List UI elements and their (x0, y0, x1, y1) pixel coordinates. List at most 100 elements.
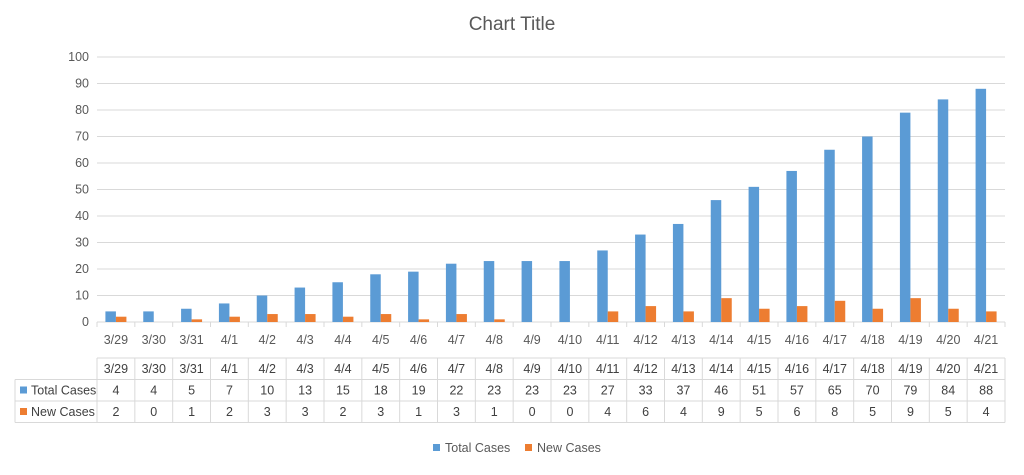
table-header-cell: 4/9 (523, 362, 540, 376)
table-value-cell: 65 (828, 384, 842, 398)
table-value-cell: 5 (945, 405, 952, 419)
table-value-cell: 23 (525, 384, 539, 398)
bar-total-cases (899, 112, 911, 323)
x-tick-label: 4/18 (860, 333, 884, 347)
table-value-cell: 13 (298, 384, 312, 398)
table-header-cell: 3/30 (142, 362, 166, 376)
bar-total-cases (105, 311, 116, 322)
bar-new-cases (796, 306, 808, 322)
table-header-cell: 4/11 (596, 362, 619, 376)
table-header-cell: 3/31 (179, 362, 203, 376)
table-value-cell: 51 (752, 384, 766, 398)
y-tick-label: 30 (75, 236, 89, 250)
table-row-label: New Cases (31, 405, 95, 419)
bar-new-cases (683, 311, 694, 322)
bar-total-cases (824, 149, 835, 322)
x-tick-label: 4/15 (747, 333, 771, 347)
table-header-cell: 4/8 (486, 362, 503, 376)
table-value-cell: 0 (529, 405, 536, 419)
x-tick-label: 4/11 (596, 333, 619, 347)
bar-new-cases (645, 306, 657, 322)
table-value-cell: 22 (449, 384, 463, 398)
y-tick-label: 10 (75, 289, 89, 303)
bar-total-cases (862, 136, 873, 322)
x-tick-label: 4/2 (259, 333, 276, 347)
bar-total-cases (975, 88, 987, 322)
bar-total-cases (786, 170, 797, 322)
x-tick-label: 4/19 (898, 333, 922, 347)
table-value-cell: 1 (188, 405, 195, 419)
table-value-cell: 4 (983, 405, 990, 419)
x-tick-label: 4/16 (785, 333, 809, 347)
bar-total-cases (635, 234, 646, 322)
table-value-cell: 10 (260, 384, 274, 398)
x-tick-label: 4/7 (448, 333, 465, 347)
y-tick-label: 80 (75, 103, 89, 117)
y-tick-label: 70 (75, 130, 89, 144)
table-value-cell: 0 (150, 405, 157, 419)
x-tick-label: 4/17 (823, 333, 847, 347)
x-tick-label: 4/10 (558, 333, 582, 347)
bar-new-cases (267, 314, 278, 322)
table-value-cell: 6 (793, 405, 800, 419)
x-tick-label: 4/3 (296, 333, 313, 347)
table-header-cell: 3/29 (104, 362, 128, 376)
table-value-cell: 84 (941, 384, 955, 398)
table-header-cell: 4/15 (747, 362, 771, 376)
x-tick-label: 4/9 (523, 333, 540, 347)
table-value-cell: 23 (487, 384, 501, 398)
bar-new-cases (342, 316, 354, 322)
bar-total-cases (559, 261, 570, 322)
bar-new-cases (229, 316, 240, 322)
table-value-cell: 9 (907, 405, 914, 419)
table-value-cell: 1 (491, 405, 498, 419)
legend-key-total-cases (433, 444, 440, 451)
x-tick-label: 3/31 (179, 333, 203, 347)
table-value-cell: 46 (714, 384, 728, 398)
bar-new-cases (721, 298, 732, 322)
table-value-cell: 5 (188, 384, 195, 398)
table-row-label: Total Cases (31, 384, 96, 398)
bar-new-cases (910, 298, 921, 322)
table-value-cell: 18 (374, 384, 388, 398)
table-value-cell: 27 (601, 384, 615, 398)
table-value-cell: 1 (415, 405, 422, 419)
bar-new-cases (380, 314, 392, 322)
bar-total-cases (597, 250, 608, 322)
bar-total-cases (408, 271, 419, 322)
table-header-cell: 4/3 (296, 362, 313, 376)
table-value-cell: 70 (866, 384, 880, 398)
table-value-cell: 6 (642, 405, 649, 419)
chart-title: Chart Title (468, 14, 556, 35)
table-value-cell: 5 (756, 405, 763, 419)
table-value-cell: 79 (903, 384, 917, 398)
bar-total-cases (672, 223, 684, 322)
legend-label-total-cases: Total Cases (445, 441, 510, 455)
table-value-cell: 23 (563, 384, 577, 398)
y-tick-label: 0 (82, 315, 89, 329)
table-value-cell: 4 (604, 405, 611, 419)
table-header-cell: 4/16 (785, 362, 809, 376)
bar-new-cases (834, 300, 846, 322)
table-header-cell: 4/1 (221, 362, 238, 376)
bar-total-cases (294, 287, 306, 322)
bar-total-cases (332, 282, 343, 322)
table-value-cell: 2 (226, 405, 233, 419)
x-tick-label: 4/13 (671, 333, 695, 347)
table-value-cell: 8 (831, 405, 838, 419)
bar-total-cases (483, 261, 495, 322)
bar-new-cases (607, 311, 619, 322)
x-tick-label: 4/12 (633, 333, 657, 347)
table-value-cell: 4 (680, 405, 687, 419)
bar-new-cases (986, 311, 997, 322)
table-legend-key (20, 408, 27, 415)
table-value-cell: 15 (336, 384, 350, 398)
bar-new-cases (305, 314, 316, 322)
bar-total-cases (143, 311, 154, 322)
table-header-cell: 4/13 (671, 362, 695, 376)
table-value-cell: 3 (453, 405, 460, 419)
table-value-cell: 2 (112, 405, 119, 419)
table-header-cell: 4/19 (898, 362, 922, 376)
table-header-cell: 4/21 (974, 362, 998, 376)
x-tick-label: 4/6 (410, 333, 427, 347)
